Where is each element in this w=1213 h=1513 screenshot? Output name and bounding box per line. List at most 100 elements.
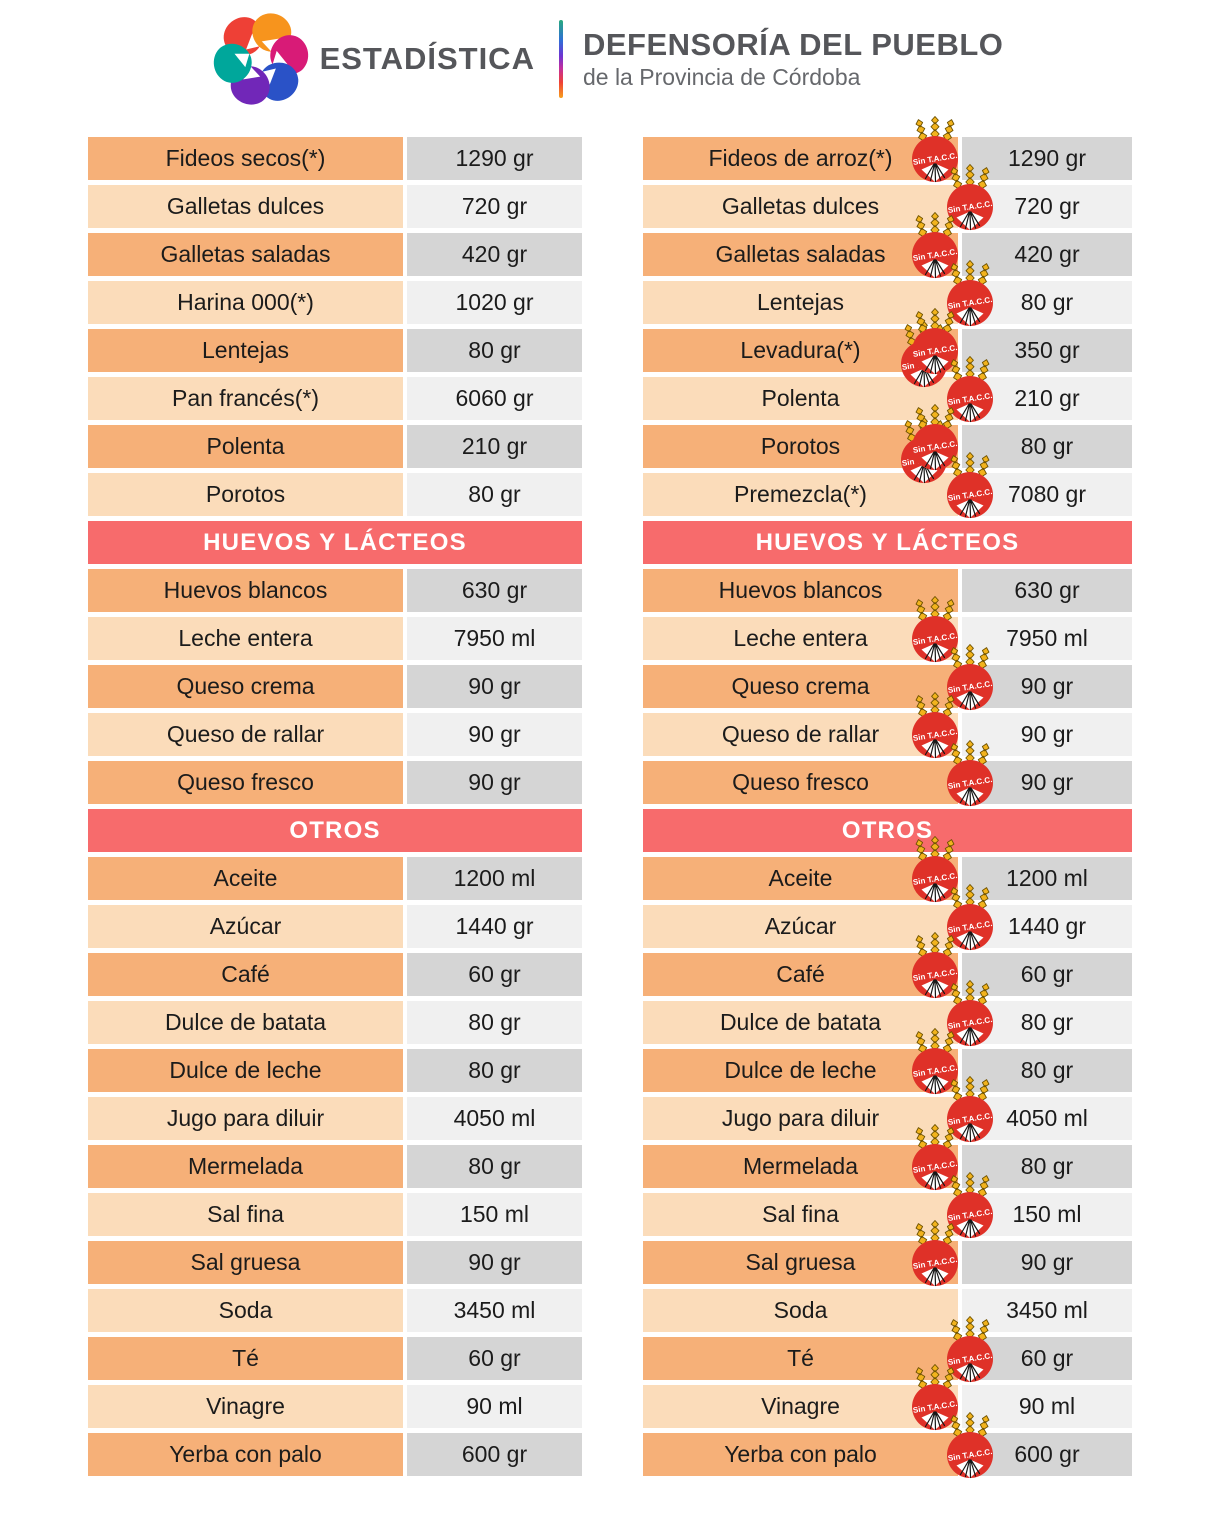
item-quantity: 80 gr xyxy=(962,1145,1132,1188)
item-quantity: 60 gr xyxy=(962,1337,1132,1380)
item-name: Porotos xyxy=(88,473,403,516)
table-row: Yerba con palo 600 gr Sin T.A.C.C. xyxy=(643,1412,1132,1479)
table-row: Queso de rallar 90 gr Sin T.A.C.C. xyxy=(643,692,1132,759)
item-quantity: 1200 ml xyxy=(962,857,1132,900)
item-name: Polenta xyxy=(643,377,958,420)
item-name: Pan francés(*) xyxy=(88,377,403,420)
table-row: Leche entera 7950 ml xyxy=(88,617,582,660)
table-row: Azúcar 1440 gr Sin T.A.C.C. xyxy=(643,884,1132,951)
header-divider xyxy=(558,20,563,98)
item-quantity: 80 gr xyxy=(407,473,582,516)
item-quantity: 80 gr xyxy=(962,281,1132,324)
item-name: Sal gruesa xyxy=(88,1241,403,1284)
table-row: Harina 000(*) 1020 gr xyxy=(88,281,582,324)
table-row: Galletas dulces 720 gr Sin T.A.C.C. xyxy=(643,164,1132,231)
logo-petals xyxy=(213,13,308,105)
item-name: Huevos blancos xyxy=(643,569,958,612)
item-quantity: 4050 ml xyxy=(407,1097,582,1140)
item-name: Sal gruesa xyxy=(643,1241,958,1284)
table-row: Dulce de leche 80 gr Sin T.A.C.C. xyxy=(643,1028,1132,1095)
table-row: Soda 3450 ml xyxy=(88,1289,582,1332)
item-quantity: 630 gr xyxy=(407,569,582,612)
item-quantity: 80 gr xyxy=(962,1049,1132,1092)
item-quantity: 600 gr xyxy=(962,1433,1132,1476)
item-quantity: 80 gr xyxy=(407,1145,582,1188)
table-row: Yerba con palo 600 gr xyxy=(88,1433,582,1476)
table-row: Café 60 gr Sin T.A.C.C. xyxy=(643,932,1132,999)
item-name: Aceite xyxy=(643,857,958,900)
item-quantity: 420 gr xyxy=(962,233,1132,276)
item-quantity: 3450 ml xyxy=(407,1289,582,1332)
item-name: Queso fresco xyxy=(643,761,958,804)
table-row: Lentejas 80 gr xyxy=(88,329,582,372)
table-row: Vinagre 90 ml xyxy=(88,1385,582,1428)
item-name: Soda xyxy=(88,1289,403,1332)
item-name: Yerba con palo xyxy=(643,1433,958,1476)
item-name: Galletas saladas xyxy=(643,233,958,276)
item-name: Té xyxy=(643,1337,958,1380)
table-row: Levadura(*) 350 gr Sin T.A.C.C. xyxy=(643,308,1132,388)
item-quantity: 1440 gr xyxy=(407,905,582,948)
item-quantity: 3450 ml xyxy=(962,1289,1132,1332)
item-quantity: 90 gr xyxy=(407,1241,582,1284)
item-name: Azúcar xyxy=(88,905,403,948)
item-name: Dulce de leche xyxy=(88,1049,403,1092)
item-quantity: 1290 gr xyxy=(407,137,582,180)
table-row: Porotos 80 gr Sin T.A.C.C. xyxy=(643,404,1132,484)
table-row: Soda 3450 ml xyxy=(643,1289,1132,1332)
table-row: Queso crema 90 gr Sin T.A.C.C. xyxy=(643,644,1132,711)
header: ESTADÍSTICA DEFENSORÍA DEL PUEBLO de la … xyxy=(0,8,1213,110)
item-quantity: 80 gr xyxy=(407,1049,582,1092)
item-quantity: 7080 gr xyxy=(962,473,1132,516)
table-row: Queso crema 90 gr xyxy=(88,665,582,708)
item-quantity: 4050 ml xyxy=(962,1097,1132,1140)
table-row: Mermelada 80 gr xyxy=(88,1145,582,1188)
table-row: Huevos blancos 630 gr xyxy=(88,569,582,612)
item-quantity: 1020 gr xyxy=(407,281,582,324)
price-table-left: Fideos secos(*) 1290 gr Galletas dulces 720… xyxy=(88,137,582,1481)
item-quantity: 7950 ml xyxy=(962,617,1132,660)
item-quantity: 90 ml xyxy=(407,1385,582,1428)
item-quantity: 1200 ml xyxy=(407,857,582,900)
item-quantity: 150 ml xyxy=(962,1193,1132,1236)
item-name: Soda xyxy=(643,1289,958,1332)
table-row: Leche entera 7950 ml Sin T.A.C.C. xyxy=(643,596,1132,663)
item-name: Galletas dulces xyxy=(643,185,958,228)
item-name: Leche entera xyxy=(643,617,958,660)
item-name: Mermelada xyxy=(643,1145,958,1188)
table-row: Porotos 80 gr xyxy=(88,473,582,516)
item-quantity: 60 gr xyxy=(962,953,1132,996)
item-quantity: 80 gr xyxy=(407,329,582,372)
table-row: Huevos blancos 630 gr xyxy=(643,569,1132,612)
table-row: Sal fina 150 ml Sin T.A.C.C. xyxy=(643,1172,1132,1239)
item-name: Café xyxy=(643,953,958,996)
item-name: Levadura(*) xyxy=(643,329,958,372)
item-name: Dulce de batata xyxy=(88,1001,403,1044)
table-row: Aceite 1200 ml xyxy=(88,857,582,900)
item-name: Mermelada xyxy=(88,1145,403,1188)
item-quantity: 80 gr xyxy=(962,425,1132,468)
item-quantity: 80 gr xyxy=(962,1001,1132,1044)
item-quantity: 90 gr xyxy=(407,713,582,756)
item-name: Vinagre xyxy=(88,1385,403,1428)
table-row: Azúcar 1440 gr xyxy=(88,905,582,948)
item-quantity: 600 gr xyxy=(407,1433,582,1476)
table-row: Jugo para diluir 4050 ml xyxy=(88,1097,582,1140)
table-row: Vinagre 90 ml Sin T.A.C.C. xyxy=(643,1364,1132,1431)
item-name: Queso de rallar xyxy=(88,713,403,756)
table-row: Té 60 gr Sin T.A.C.C. xyxy=(643,1316,1132,1383)
item-quantity: 90 gr xyxy=(962,665,1132,708)
item-name: Fideos de arroz(*) xyxy=(643,137,958,180)
item-name: Queso crema xyxy=(88,665,403,708)
item-name: Queso crema xyxy=(643,665,958,708)
table-row: Queso fresco 90 gr xyxy=(88,761,582,804)
item-name: Aceite xyxy=(88,857,403,900)
table-row: Queso de rallar 90 gr xyxy=(88,713,582,756)
item-name: Queso fresco xyxy=(88,761,403,804)
table-row: Queso fresco 90 gr Sin T.A.C.C. xyxy=(643,740,1132,807)
item-name: Jugo para diluir xyxy=(643,1097,958,1140)
table-row: Galletas saladas 420 gr xyxy=(88,233,582,276)
table-row: Galletas dulces 720 gr xyxy=(88,185,582,228)
item-name: Azúcar xyxy=(643,905,958,948)
item-quantity: 80 gr xyxy=(407,1001,582,1044)
